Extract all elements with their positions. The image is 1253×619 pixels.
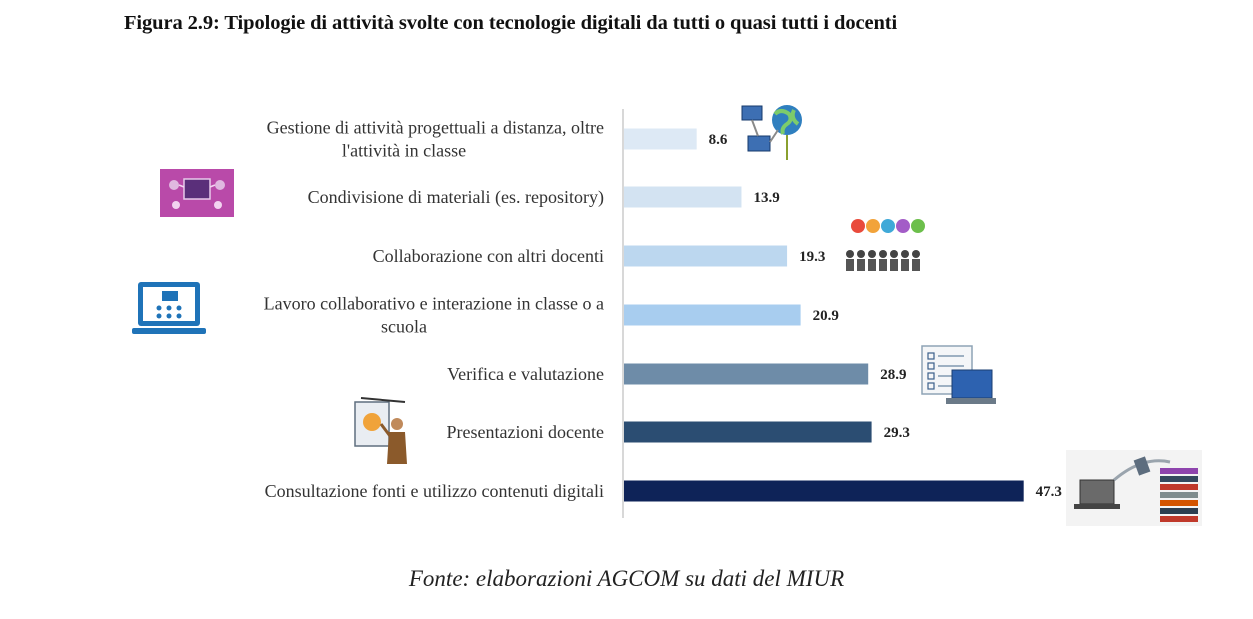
category-label-1-line-2: l'attività in classe [342,141,466,161]
category-label-1-line-1: Gestione di attività progettuali a dista… [267,118,604,138]
category-label-7: Consultazione fonti e utilizzo contenuti… [265,481,604,501]
figure-source: Fonte: elaborazioni AGCOM su dati del MI… [408,566,845,591]
bars-layer: 8.6 Gestione di attività progettuali a di… [264,118,1062,502]
category-label-4-line-2: scuola [381,317,427,337]
classroom-laptop-icon [132,282,206,334]
category-label-4-line-1: Lavoro collaborativo e interazione in cl… [264,294,604,314]
bar-7 [624,480,1024,502]
bar-4 [624,304,801,326]
bar-2 [624,186,742,208]
value-label-1: 8.6 [709,132,728,148]
network-globe-icon [741,105,802,160]
value-label-7: 47.3 [1036,484,1062,500]
collaborating-teachers-icon [846,219,925,271]
value-label-3: 19.3 [799,249,825,265]
bar-chart: 8.6 Gestione di attività progettuali a di… [132,105,1202,526]
bar-3 [624,245,788,267]
bar-1 [624,128,697,150]
digital-books-icon [1066,450,1202,526]
chart-title: Figura 2.9: Tipologie di attività svolte… [124,12,898,34]
bar-5 [624,363,869,385]
category-label-2: Condivisione di materiali (es. repositor… [308,187,604,208]
teacher-presentation-icon [354,397,407,464]
value-label-2: 13.9 [753,190,779,206]
category-label-5: Verifica e valutazione [447,364,604,384]
value-label-5: 28.9 [880,367,906,383]
checklist-evaluation-icon [921,345,996,404]
category-label-6: Presentazioni docente [447,422,604,442]
value-label-6: 29.3 [884,425,910,441]
value-label-4: 20.9 [813,308,839,324]
bar-6 [624,421,872,443]
shared-materials-icon [160,169,234,217]
category-label-3: Collaborazione con altri docenti [373,246,604,266]
icons-layer [132,105,1202,526]
